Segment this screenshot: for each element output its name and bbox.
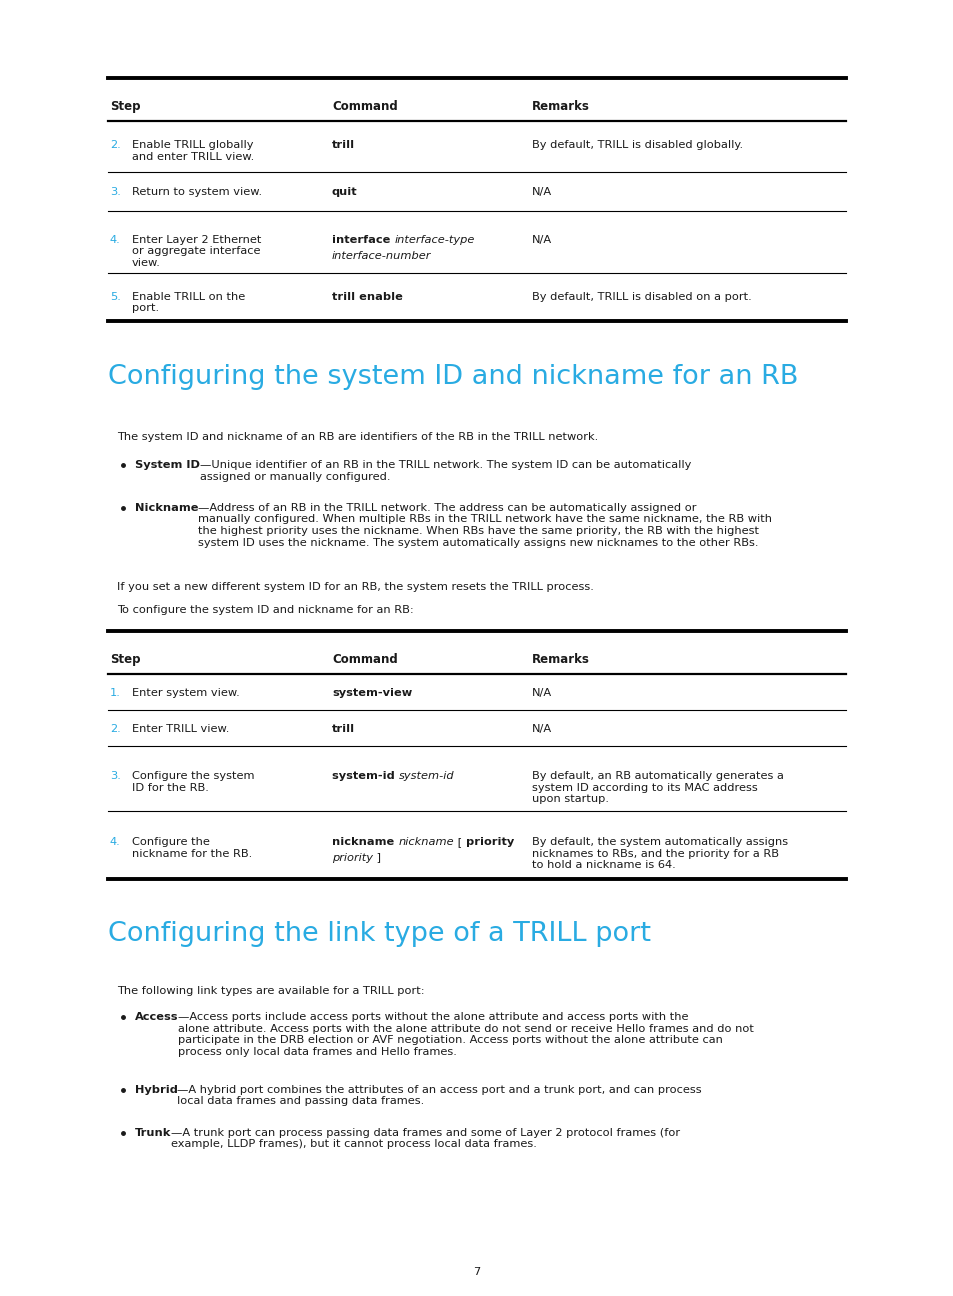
Text: priority: priority: [465, 837, 514, 846]
Text: 5.: 5.: [110, 292, 120, 302]
Text: By default, the system automatically assigns
nicknames to RBs, and the priority : By default, the system automatically ass…: [532, 837, 787, 870]
Text: system-id: system-id: [332, 771, 398, 781]
Text: By default, TRILL is disabled globally.: By default, TRILL is disabled globally.: [532, 140, 742, 150]
Text: Enable TRILL on the
port.: Enable TRILL on the port.: [132, 292, 245, 314]
Text: interface-type: interface-type: [394, 235, 475, 245]
Text: quit: quit: [332, 187, 357, 197]
Text: 3.: 3.: [110, 187, 120, 197]
Text: Hybrid: Hybrid: [134, 1085, 177, 1095]
Text: N/A: N/A: [532, 724, 552, 734]
Text: priority: priority: [332, 853, 373, 863]
Text: Configuring the system ID and nickname for an RB: Configuring the system ID and nickname f…: [108, 364, 798, 390]
Text: —A hybrid port combines the attributes of an access port and a trunk port, and c: —A hybrid port combines the attributes o…: [177, 1085, 701, 1107]
Text: The system ID and nickname of an RB are identifiers of the RB in the TRILL netwo: The system ID and nickname of an RB are …: [117, 432, 598, 442]
Text: Step: Step: [110, 100, 140, 113]
Text: 2.: 2.: [110, 140, 120, 150]
Text: Command: Command: [332, 100, 397, 113]
Text: 4.: 4.: [110, 235, 120, 245]
Text: 4.: 4.: [110, 837, 120, 846]
Text: Configure the system
ID for the RB.: Configure the system ID for the RB.: [132, 771, 253, 793]
Text: nickname: nickname: [332, 837, 397, 846]
Text: trill enable: trill enable: [332, 292, 402, 302]
Text: By default, an RB automatically generates a
system ID according to its MAC addre: By default, an RB automatically generate…: [532, 771, 783, 805]
Text: Remarks: Remarks: [532, 100, 590, 113]
Text: To configure the system ID and nickname for an RB:: To configure the system ID and nickname …: [117, 605, 414, 616]
Text: Enter Layer 2 Ethernet
or aggregate interface
view.: Enter Layer 2 Ethernet or aggregate inte…: [132, 235, 261, 268]
Text: 3.: 3.: [110, 771, 120, 781]
Text: system-id: system-id: [398, 771, 454, 781]
Text: By default, TRILL is disabled on a port.: By default, TRILL is disabled on a port.: [532, 292, 751, 302]
Text: 1.: 1.: [110, 688, 120, 697]
Text: Remarks: Remarks: [532, 653, 590, 666]
Text: 7: 7: [473, 1267, 480, 1278]
Text: Step: Step: [110, 653, 140, 666]
Text: Command: Command: [332, 653, 397, 666]
Text: trill: trill: [332, 140, 355, 150]
Text: interface: interface: [332, 235, 394, 245]
Text: —A trunk port can process passing data frames and some of Layer 2 protocol frame: —A trunk port can process passing data f…: [171, 1128, 679, 1150]
Text: N/A: N/A: [532, 187, 552, 197]
Text: Configure the
nickname for the RB.: Configure the nickname for the RB.: [132, 837, 252, 858]
Text: system-view: system-view: [332, 688, 412, 697]
Text: nickname: nickname: [397, 837, 454, 846]
Text: Enter system view.: Enter system view.: [132, 688, 239, 697]
Text: —Address of an RB in the TRILL network. The address can be automatically assigne: —Address of an RB in the TRILL network. …: [198, 503, 771, 548]
Text: interface-number: interface-number: [332, 250, 431, 260]
Text: N/A: N/A: [532, 688, 552, 697]
Text: Return to system view.: Return to system view.: [132, 187, 261, 197]
Text: If you set a new different system ID for an RB, the system resets the TRILL proc: If you set a new different system ID for…: [117, 582, 594, 592]
Text: 2.: 2.: [110, 724, 120, 734]
Text: Enable TRILL globally
and enter TRILL view.: Enable TRILL globally and enter TRILL vi…: [132, 140, 253, 162]
Text: Configuring the link type of a TRILL port: Configuring the link type of a TRILL por…: [108, 921, 650, 947]
Text: —Unique identifier of an RB in the TRILL network. The system ID can be automatic: —Unique identifier of an RB in the TRILL…: [199, 460, 690, 482]
Text: Access: Access: [134, 1012, 178, 1023]
Text: System ID: System ID: [134, 460, 199, 470]
Text: N/A: N/A: [532, 235, 552, 245]
Text: Enter TRILL view.: Enter TRILL view.: [132, 724, 229, 734]
Text: ]: ]: [373, 853, 380, 863]
Text: Trunk: Trunk: [134, 1128, 171, 1138]
Text: trill: trill: [332, 724, 355, 734]
Text: The following link types are available for a TRILL port:: The following link types are available f…: [117, 986, 424, 997]
Text: Nickname: Nickname: [134, 503, 198, 513]
Text: [: [: [454, 837, 465, 846]
Text: —Access ports include access ports without the alone attribute and access ports : —Access ports include access ports witho…: [178, 1012, 753, 1058]
